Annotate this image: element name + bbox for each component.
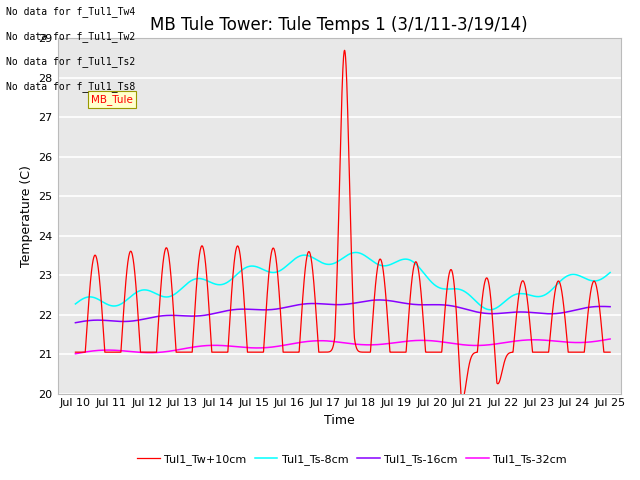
Tul1_Ts-16cm — [276, 305, 284, 311]
Tul1_Ts-8cm — [596, 277, 604, 283]
Tul1_Ts-32cm — [300, 339, 307, 345]
Tul1_Tw+10cm — [340, 48, 348, 53]
Text: MB_Tule: MB_Tule — [92, 95, 133, 105]
Title: MB Tule Tower: Tule Temps 1 (3/1/11-3/19/14): MB Tule Tower: Tule Temps 1 (3/1/11-3/19… — [150, 16, 528, 34]
Tul1_Ts-8cm — [72, 301, 79, 307]
Y-axis label: Temperature (C): Temperature (C) — [20, 165, 33, 267]
Tul1_Ts-16cm — [300, 301, 307, 307]
Text: No data for f_Tul1_Tw4: No data for f_Tul1_Tw4 — [6, 6, 136, 17]
Tul1_Ts-8cm — [352, 250, 360, 255]
Tul1_Ts-32cm — [538, 337, 546, 343]
Tul1_Ts-32cm — [596, 338, 604, 344]
Tul1_Tw+10cm — [300, 283, 307, 289]
Tul1_Ts-32cm — [606, 336, 614, 342]
Tul1_Tw+10cm — [276, 309, 284, 315]
Tul1_Ts-8cm — [538, 293, 546, 299]
Tul1_Ts-16cm — [375, 297, 383, 303]
Tul1_Ts-32cm — [276, 343, 284, 349]
Tul1_Tw+10cm — [132, 289, 140, 295]
Tul1_Tw+10cm — [596, 309, 604, 314]
Text: No data for f_Tul1_Tw2: No data for f_Tul1_Tw2 — [6, 31, 136, 42]
Tul1_Tw+10cm — [606, 349, 614, 355]
Tul1_Ts-16cm — [132, 318, 140, 324]
Tul1_Ts-32cm — [132, 349, 140, 355]
Tul1_Ts-8cm — [486, 307, 494, 312]
Text: No data for f_Tul1_Ts8: No data for f_Tul1_Ts8 — [6, 81, 136, 92]
Line: Tul1_Ts-32cm: Tul1_Ts-32cm — [76, 339, 610, 354]
Text: No data for f_Tul1_Ts2: No data for f_Tul1_Ts2 — [6, 56, 136, 67]
Tul1_Ts-8cm — [300, 252, 307, 258]
Tul1_Ts-16cm — [538, 311, 546, 316]
Line: Tul1_Ts-8cm: Tul1_Ts-8cm — [76, 252, 610, 310]
Tul1_Ts-32cm — [164, 348, 172, 354]
Tul1_Ts-8cm — [276, 267, 284, 273]
Tul1_Ts-16cm — [72, 320, 79, 325]
Tul1_Ts-16cm — [164, 312, 172, 318]
X-axis label: Time: Time — [324, 414, 355, 427]
Line: Tul1_Tw+10cm: Tul1_Tw+10cm — [76, 50, 610, 399]
Tul1_Ts-8cm — [164, 294, 172, 300]
Tul1_Ts-16cm — [606, 304, 614, 310]
Tul1_Ts-8cm — [606, 270, 614, 276]
Tul1_Ts-16cm — [596, 303, 604, 309]
Tul1_Tw+10cm — [164, 249, 172, 255]
Tul1_Tw+10cm — [538, 349, 546, 355]
Legend: Tul1_Tw+10cm, Tul1_Ts-8cm, Tul1_Ts-16cm, Tul1_Ts-32cm: Tul1_Tw+10cm, Tul1_Ts-8cm, Tul1_Ts-16cm,… — [133, 450, 571, 469]
Line: Tul1_Ts-16cm: Tul1_Ts-16cm — [76, 300, 610, 323]
Tul1_Ts-32cm — [72, 351, 79, 357]
Tul1_Ts-8cm — [132, 289, 140, 295]
Tul1_Tw+10cm — [458, 396, 466, 402]
Tul1_Tw+10cm — [72, 349, 79, 355]
